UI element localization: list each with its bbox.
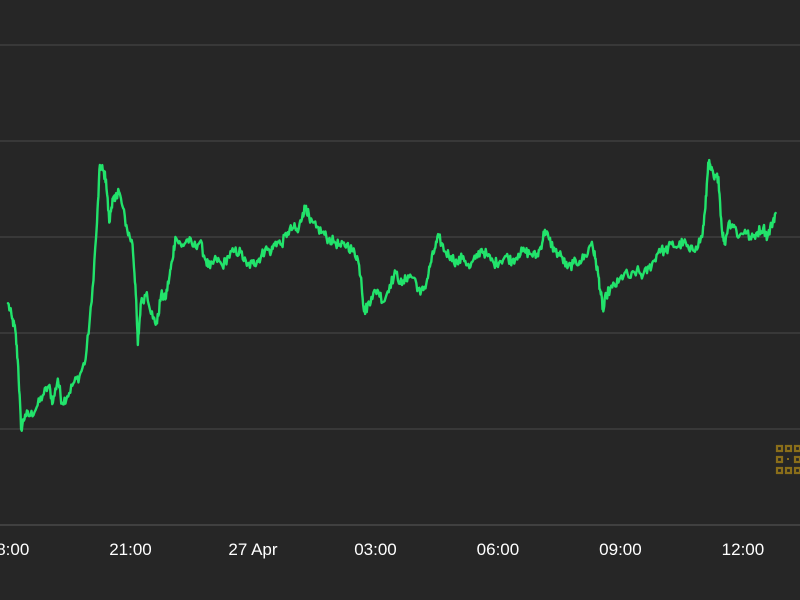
- series-layer: [6, 158, 777, 432]
- x-tick-label-0: 18:00: [0, 540, 29, 559]
- gridlines: [0, 44, 800, 526]
- x-tick-label-3: 03:00: [354, 540, 397, 559]
- watermark-logo-icon: [775, 444, 800, 475]
- x-tick-label-4: 06:00: [477, 540, 520, 559]
- x-tick-label-5: 09:00: [599, 540, 642, 559]
- series-line-0: [6, 158, 777, 432]
- x-axis-ticks: 18:00 21:00 27 Apr 03:00 06:00 09:00 12:00: [0, 540, 764, 559]
- x-tick-label-6: 12:00: [722, 540, 765, 559]
- x-tick-label-1: 21:00: [109, 540, 152, 559]
- x-tick-label-2: 27 Apr: [228, 540, 277, 559]
